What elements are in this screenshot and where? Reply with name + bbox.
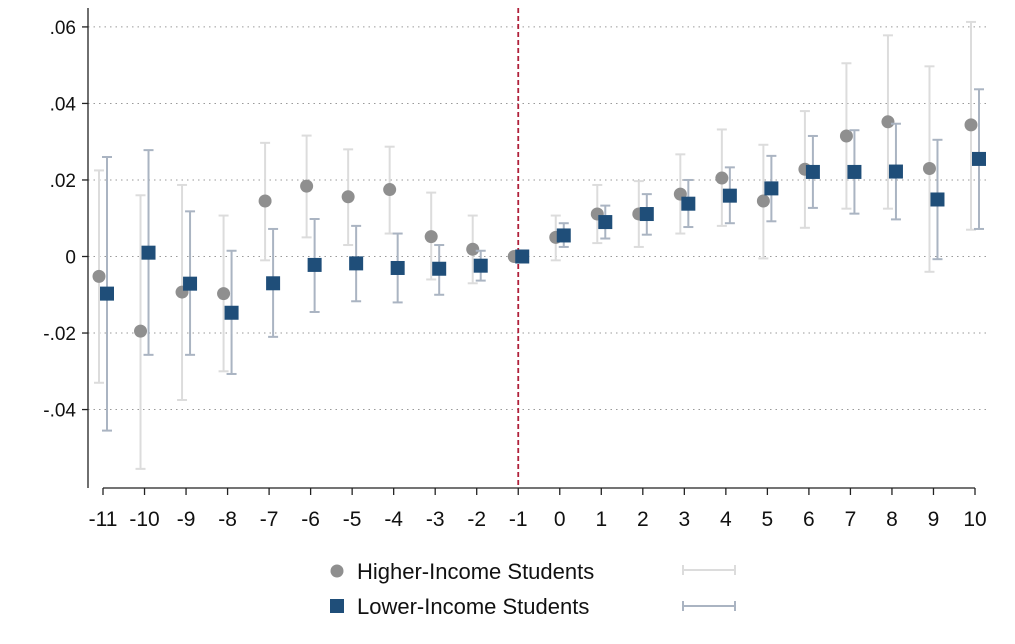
ci-bars: [94, 20, 976, 470]
y-tick-label: .02: [50, 171, 76, 192]
data-point-square: [432, 261, 447, 276]
data-point-circle: [756, 194, 770, 208]
x-tick-label: -11: [89, 508, 118, 531]
data-point-square: [183, 276, 198, 291]
data-point-circle: [881, 115, 895, 129]
data-point-square: [722, 188, 737, 203]
legend-item-lower-income: Lower-Income Students: [330, 594, 736, 619]
markers: [92, 115, 978, 338]
x-tick-label: 2: [637, 508, 649, 531]
data-point-square: [888, 164, 903, 179]
legend: Higher-Income Students Lower-Income Stud…: [330, 559, 736, 619]
y-tick-label: .04: [50, 94, 77, 115]
legend-ci-sample-higher-income: [682, 565, 736, 575]
data-point-square: [141, 245, 156, 260]
data-point-circle: [964, 118, 978, 132]
x-tick-label: 9: [928, 508, 940, 531]
x-tick-label: -4: [384, 508, 403, 531]
y-tick-label: -.02: [43, 324, 76, 345]
x-tick-label: -9: [177, 508, 196, 531]
data-point-square: [930, 192, 945, 207]
data-point-circle: [839, 129, 853, 143]
data-point-circle: [383, 183, 397, 197]
data-point-square: [266, 276, 281, 291]
x-tick-label: 10: [963, 508, 986, 531]
data-point-circle: [300, 179, 314, 193]
legend-marker-circle: [330, 564, 344, 578]
legend-label-lower-income: Lower-Income Students: [357, 594, 589, 619]
data-point-square: [972, 151, 986, 166]
x-tick-label: -6: [301, 508, 320, 531]
x-tick-label: 4: [720, 508, 732, 531]
x-tick-label: 8: [886, 508, 898, 531]
data-point-square: [598, 215, 613, 230]
data-point-square: [764, 181, 779, 196]
legend-item-higher-income: Higher-Income Students: [330, 559, 736, 584]
data-point-square: [473, 258, 488, 273]
x-tick-label: 5: [762, 508, 774, 531]
x-tick-label: -7: [260, 508, 279, 531]
data-point-circle: [424, 230, 438, 244]
data-point-square: [515, 249, 530, 264]
data-point-square: [349, 256, 364, 271]
x-tick-label: -8: [218, 508, 237, 531]
legend-marker-square: [330, 599, 344, 613]
data-point-square: [556, 228, 571, 243]
legend-label-higher-income: Higher-Income Students: [357, 559, 594, 584]
x-tick-label: -2: [467, 508, 486, 531]
data-point-square: [681, 196, 696, 211]
x-tick-label: 6: [803, 508, 815, 531]
data-point-square: [224, 305, 239, 320]
data-point-circle: [922, 161, 936, 175]
data-point-square: [390, 260, 405, 275]
data-point-circle: [217, 287, 231, 301]
data-point-circle: [258, 194, 272, 208]
ci-bars: [102, 88, 984, 432]
legend-ci-sample-lower-income: [682, 601, 736, 611]
y-tick-label: -.04: [43, 401, 76, 422]
data-point-circle: [341, 190, 355, 204]
x-tick-label: -1: [509, 508, 528, 531]
data-point-square: [100, 286, 114, 301]
series-lower-income: [100, 88, 986, 432]
plot-series: [92, 20, 986, 470]
data-point-square: [307, 257, 322, 272]
y-tick-label: 0: [65, 248, 76, 269]
data-point-circle: [92, 269, 106, 283]
data-point-circle: [134, 324, 148, 338]
y-axis: .06 .04 .02 0 -.02 -.04: [43, 8, 89, 488]
x-tick-label: -10: [129, 508, 159, 531]
x-tick-label: 7: [845, 508, 857, 531]
series-higher-income: [92, 20, 978, 470]
x-tick-label: 3: [678, 508, 690, 531]
data-point-circle: [715, 171, 729, 185]
x-axis: -11 -10 -9 -8 -7 -6 -5 -4 -3 -2 -1 0 1 2 3 4 5 6 7 8 9 10: [89, 487, 987, 531]
data-point-square: [639, 207, 654, 222]
markers: [100, 151, 986, 320]
x-tick-label: -5: [343, 508, 362, 531]
x-tick-label: 1: [595, 508, 607, 531]
data-point-square: [805, 164, 820, 179]
data-point-circle: [466, 242, 480, 256]
data-point-square: [847, 164, 862, 179]
x-tick-label: 0: [554, 508, 566, 531]
x-tick-label: -3: [426, 508, 445, 531]
y-tick-label: .06: [50, 18, 76, 39]
gridlines: [88, 26, 988, 411]
